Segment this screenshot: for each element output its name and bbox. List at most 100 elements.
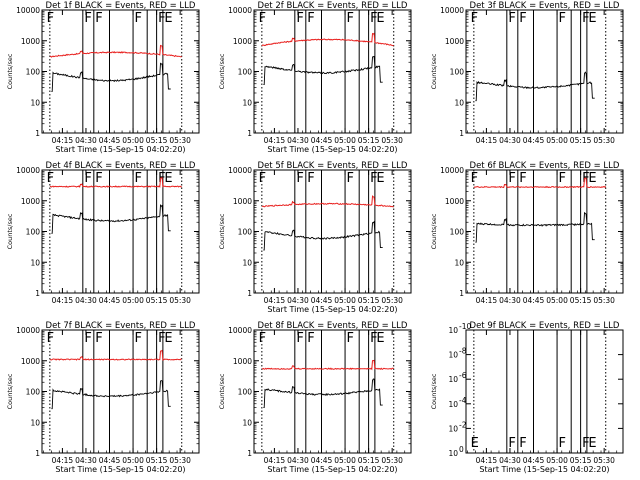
lld-series-line <box>261 359 394 371</box>
x-tick-label: 04:45 <box>311 136 333 145</box>
y-axis-label: Counts/sec <box>430 213 438 249</box>
x-tick-label: 05:30 <box>381 296 403 305</box>
x-tick-label: 04:30 <box>499 136 521 145</box>
x-tick-label: 05:00 <box>546 456 568 465</box>
x-tick-label: 04:30 <box>287 296 309 305</box>
y-tick-label: 10000 <box>16 6 40 15</box>
flag-letter: F <box>47 11 54 26</box>
y-axis-label: Counts/sec <box>430 53 438 89</box>
y-tick-label: 100 <box>238 68 253 77</box>
events-series-line <box>263 220 383 251</box>
y-tick-base: 10 <box>448 424 458 433</box>
y-axis-label: Counts/sec <box>218 373 226 409</box>
x-tick-label: 05:00 <box>546 296 568 305</box>
x-tick-label: 05:30 <box>169 296 191 305</box>
x-tick-label: 05:15 <box>146 456 168 465</box>
x-tick-label: 04:15 <box>52 136 74 145</box>
x-tick-label: 05:15 <box>570 136 592 145</box>
flag-letter: F <box>296 11 303 26</box>
flag-letter: E <box>164 171 172 186</box>
x-tick-label: 05:15 <box>570 456 592 465</box>
flag-letter: F <box>508 171 515 186</box>
x-tick-label: 05:30 <box>593 136 615 145</box>
panel-title: Det 6f BLACK = Events, RED = LLD <box>470 161 620 171</box>
y-tick-label: 10000 <box>228 6 252 15</box>
flag-letter: F <box>471 171 478 186</box>
events-series-line <box>51 204 171 234</box>
flag-letter: F <box>471 11 478 26</box>
events-series-line <box>263 55 383 86</box>
flag-letter: F <box>95 171 102 186</box>
y-axis-label: Counts/sec <box>218 53 226 89</box>
lld-series-line <box>49 177 182 188</box>
x-tick-label: 04:30 <box>499 456 521 465</box>
flag-letter: F <box>307 11 314 26</box>
flag-letter: F <box>307 171 314 186</box>
flag-letter: F <box>370 171 377 186</box>
x-tick-label: 04:30 <box>75 456 97 465</box>
flag-letter: F <box>307 331 314 346</box>
panel-title: Det 5f BLACK = Events, RED = LLD <box>258 161 408 171</box>
panel-det-3f: Det 3f BLACK = Events, RED = LLD 1 10 100 10… <box>430 1 624 145</box>
x-tick-label: 04:45 <box>523 136 545 145</box>
flag-letter: F <box>519 436 526 451</box>
plot-frame <box>465 9 624 134</box>
x-tick-label: 04:30 <box>75 136 97 145</box>
y-tick-label: 100 <box>26 228 41 237</box>
y-tick-label: 100 <box>450 68 465 77</box>
y-tick-label: 100 <box>238 388 253 397</box>
y-axis-label: Counts/sec <box>6 53 14 89</box>
x-tick-label: 05:30 <box>169 136 191 145</box>
flag-letter: F <box>296 171 303 186</box>
x-tick-label: 05:00 <box>122 456 144 465</box>
x-tick-label: 05:15 <box>358 456 380 465</box>
flag-letter: F <box>347 171 354 186</box>
flag-letter: F <box>296 331 303 346</box>
flag-letter: F <box>47 331 54 346</box>
y-tick-base: 10 <box>448 400 458 409</box>
y-tick-base: 10 <box>448 351 458 360</box>
y-tick-exponent: 0 <box>459 445 464 454</box>
y-axis-label: Counts/sec <box>6 373 14 409</box>
flag-letter: F <box>84 11 91 26</box>
flag-letter: F <box>559 436 566 451</box>
flag-letter: F <box>559 11 566 26</box>
flag-letter: F <box>47 171 54 186</box>
x-tick-label: 04:45 <box>99 456 121 465</box>
events-series-line <box>263 378 383 409</box>
flag-letter: E <box>588 11 596 26</box>
x-tick-label: 05:15 <box>570 296 592 305</box>
y-tick-label: 1000 <box>21 197 40 206</box>
lld-series-line <box>261 195 394 208</box>
x-tick-label: 04:30 <box>287 136 309 145</box>
plot-frame <box>253 9 412 134</box>
plot-frame <box>253 329 412 454</box>
y-tick-label: 1 <box>35 129 40 138</box>
y-tick-base: 10 <box>448 449 458 458</box>
y-tick-label: 100 <box>238 228 253 237</box>
events-series-line <box>51 380 171 410</box>
x-tick-label: 04:30 <box>75 296 97 305</box>
y-tick-label: 1000 <box>233 197 252 206</box>
flag-letter: F <box>582 11 589 26</box>
y-tick-exponent: -8 <box>459 347 467 356</box>
plot-frame <box>41 169 200 294</box>
y-tick-label: 1000 <box>445 37 464 46</box>
x-axis-label: Start Time (15-Sep-15 04:02:20) <box>55 145 185 154</box>
panel-det-5f: Det 5f BLACK = Events, RED = LLD 1 10 100 10… <box>218 161 412 314</box>
x-tick-label: 05:00 <box>122 296 144 305</box>
y-tick-label: 1 <box>459 129 464 138</box>
x-tick-label: 04:15 <box>52 456 74 465</box>
x-tick-label: 05:30 <box>593 456 615 465</box>
y-tick-label: 10000 <box>440 166 464 175</box>
panel-title: Det 9f BLACK = Events, RED = LLD <box>470 321 620 331</box>
y-tick-exponent: -10 <box>459 322 471 331</box>
x-tick-label: 04:45 <box>99 136 121 145</box>
x-tick-label: 05:15 <box>146 296 168 305</box>
y-tick-label: 10 <box>242 418 252 427</box>
flag-letter: F <box>370 331 377 346</box>
flag-letter: F <box>347 11 354 26</box>
flag-letter: F <box>559 171 566 186</box>
flag-letter: F <box>135 11 142 26</box>
lld-series-line <box>261 32 394 47</box>
